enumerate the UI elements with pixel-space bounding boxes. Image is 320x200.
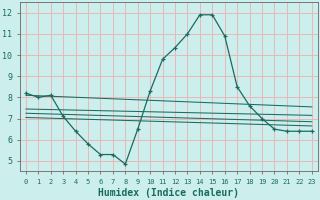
X-axis label: Humidex (Indice chaleur): Humidex (Indice chaleur) <box>98 188 239 198</box>
